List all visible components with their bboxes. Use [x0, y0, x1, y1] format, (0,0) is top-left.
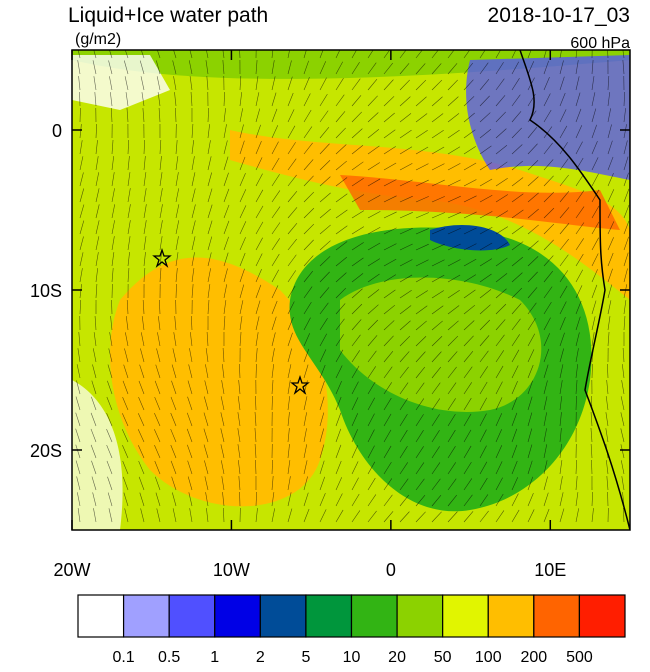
colorbar-label: 5: [301, 649, 310, 666]
field-region: [466, 55, 630, 180]
colorbar-label: 20: [388, 649, 406, 666]
colorbar-swatch: [169, 595, 215, 637]
colorbar-swatch: [488, 595, 534, 637]
y-tick-label: 0: [52, 121, 62, 141]
colorbar-swatch: [215, 595, 261, 637]
x-tick-label: 10E: [534, 560, 566, 580]
colorbar-swatch: [260, 595, 306, 637]
y-tick-label: 10S: [30, 281, 62, 301]
x-tick-label: 20W: [53, 560, 90, 580]
colorbar-label: 500: [566, 649, 593, 666]
map-field: [72, 44, 630, 530]
x-tick-label: 0: [386, 560, 396, 580]
colorbar-label: 2: [256, 649, 265, 666]
colorbar-swatch: [443, 595, 489, 637]
colorbar-label: 1: [210, 649, 219, 666]
colorbar-label: 50: [434, 649, 452, 666]
colorbar-label: 10: [343, 649, 361, 666]
colorbar-swatch: [352, 595, 398, 637]
colorbar-label: 100: [475, 649, 502, 666]
colorbar-label: 200: [520, 649, 547, 666]
colorbar-label: 0.5: [158, 649, 180, 666]
colorbar-swatch: [534, 595, 580, 637]
colorbar-swatch: [306, 595, 352, 637]
colorbar-swatch: [124, 595, 170, 637]
colorbar-swatch: [78, 595, 124, 637]
units: (g/m2): [75, 31, 121, 48]
x-tick-label: 10W: [213, 560, 250, 580]
colorbar-label: 0.1: [112, 649, 134, 666]
colorbar-swatch: [397, 595, 443, 637]
colorbar-swatch: [579, 595, 625, 637]
title: Liquid+Ice water path: [68, 4, 268, 27]
y-tick-label: 20S: [30, 441, 62, 461]
datetime: 2018-10-17_03: [488, 4, 630, 27]
